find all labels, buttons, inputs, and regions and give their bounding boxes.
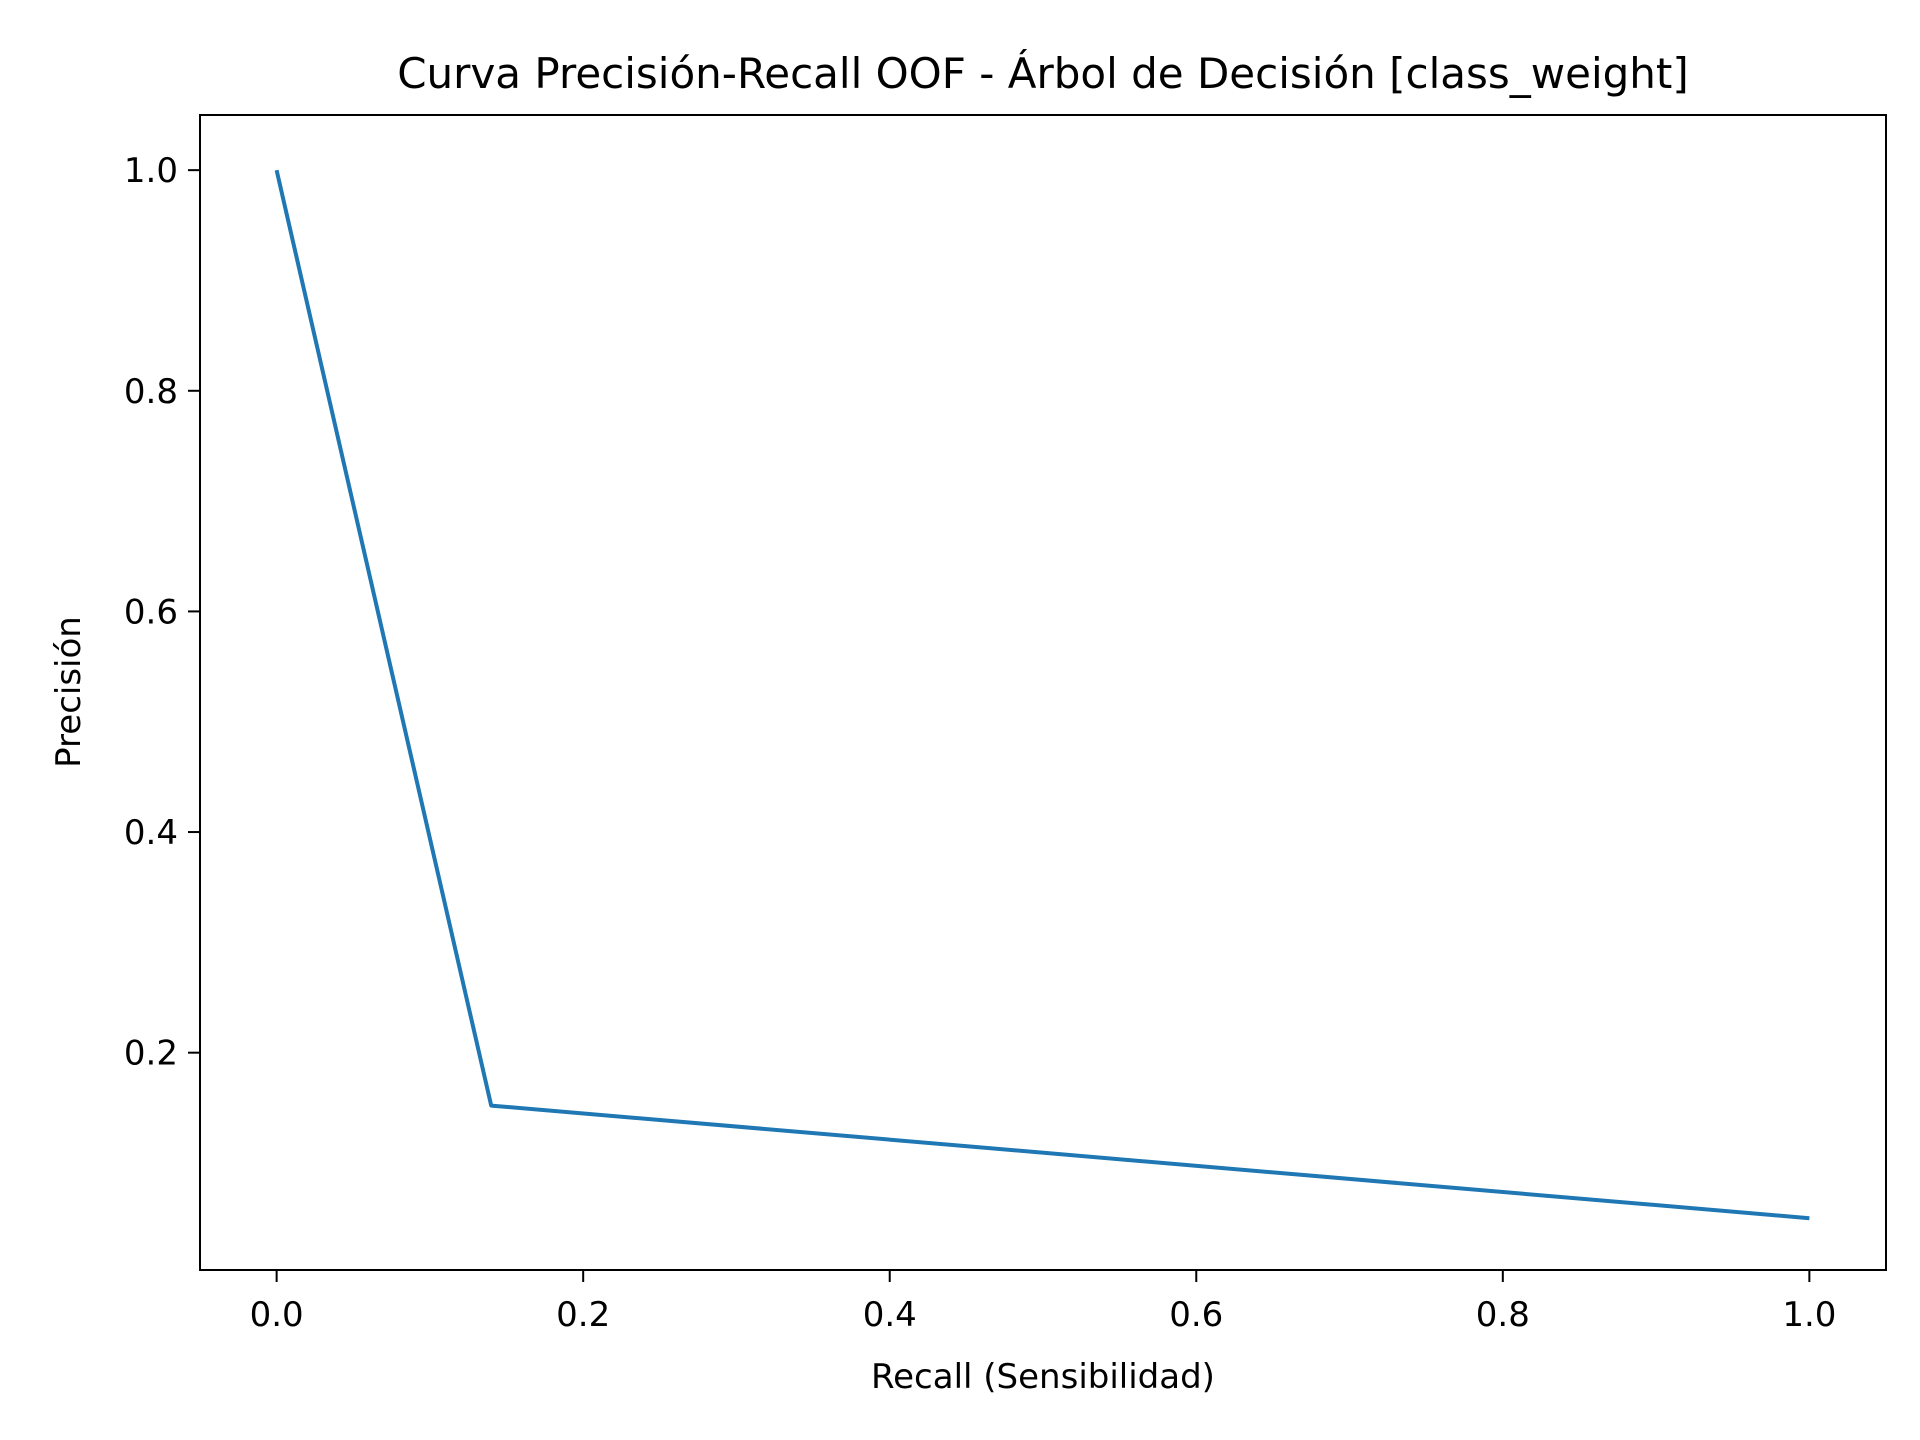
y-tick-label: 1.0	[124, 151, 178, 191]
x-tick-label: 0.0	[250, 1295, 304, 1335]
chart-title: Curva Precisión-Recall OOF - Árbol de De…	[397, 48, 1689, 98]
x-tick-label: 0.2	[556, 1295, 610, 1335]
y-tick-label: 0.4	[124, 813, 178, 853]
y-tick-label: 0.8	[124, 372, 178, 412]
x-axis-ticks: 0.0 0.2 0.4 0.6 0.8 1.0	[250, 1270, 1836, 1335]
y-tick-label: 0.2	[124, 1034, 178, 1074]
y-tick-label: 0.6	[124, 592, 178, 632]
x-tick-label: 1.0	[1782, 1295, 1836, 1335]
y-axis-ticks: 0.2 0.4 0.6 0.8 1.0	[124, 151, 200, 1074]
series-line-0	[274, 169, 1810, 1221]
x-tick-label: 0.4	[863, 1295, 917, 1335]
plot-frame	[199, 114, 1887, 1271]
series-layer	[274, 169, 1810, 1221]
plot-background	[200, 115, 1886, 1270]
x-tick-label: 0.6	[1169, 1295, 1223, 1335]
plot-area	[199, 114, 1887, 1271]
y-axis-label: Precisión	[49, 616, 89, 768]
x-tick-label: 0.8	[1476, 1295, 1530, 1335]
x-axis-label: Recall (Sensibilidad)	[871, 1357, 1215, 1397]
